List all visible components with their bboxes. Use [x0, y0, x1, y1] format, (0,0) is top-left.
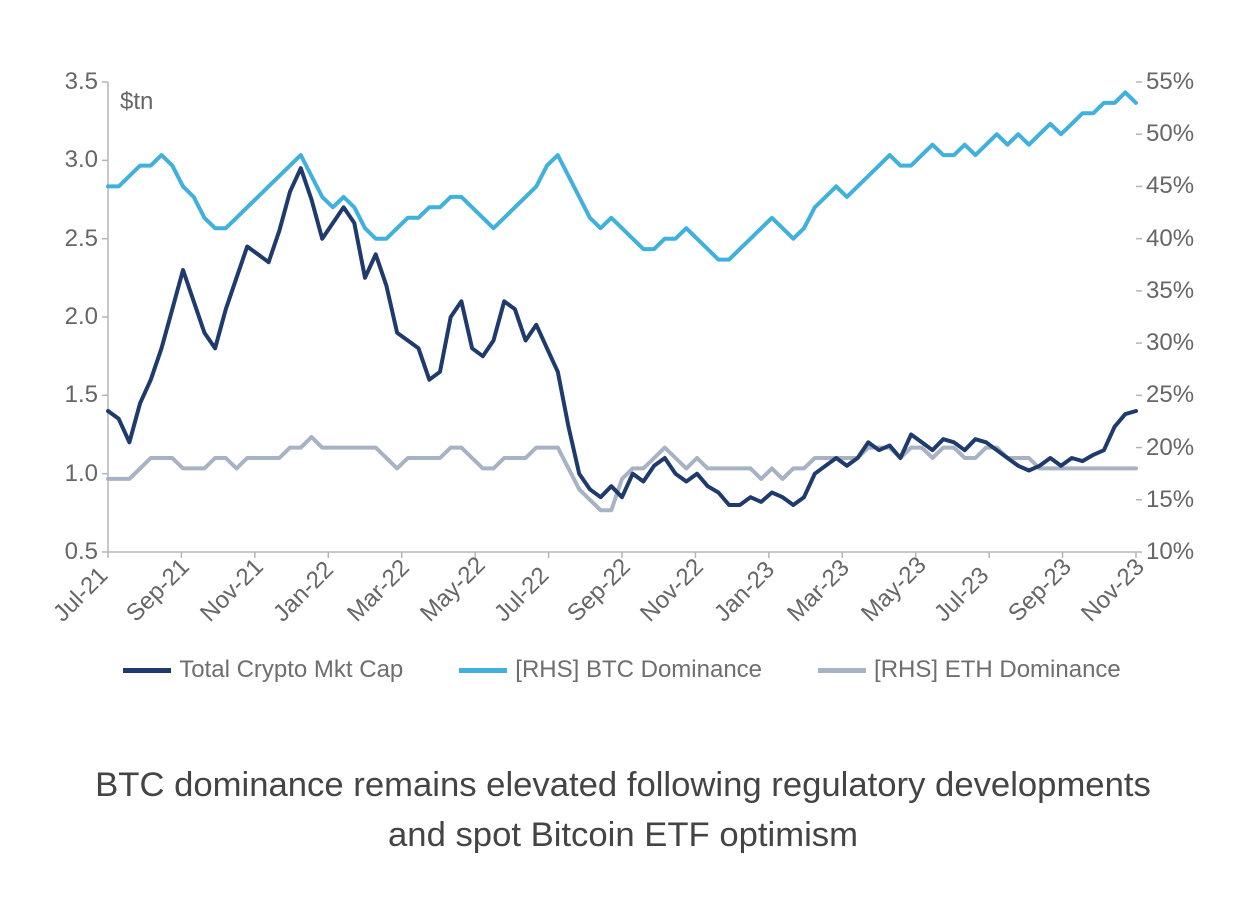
legend-label: Total Crypto Mkt Cap: [179, 656, 403, 684]
legend-label: [RHS] BTC Dominance: [515, 656, 762, 684]
legend-swatch: [123, 668, 171, 673]
series-line: [108, 437, 1136, 510]
legend-item: Total Crypto Mkt Cap: [123, 656, 403, 684]
legend-swatch: [818, 668, 866, 673]
legend: Total Crypto Mkt Cap [RHS] BTC Dominance […: [108, 656, 1136, 684]
legend-item: [RHS] BTC Dominance: [459, 656, 762, 684]
page: { "chart": { "type": "line", "unit_label…: [0, 0, 1246, 922]
line-chart: [0, 0, 1246, 582]
legend-label: [RHS] ETH Dominance: [874, 656, 1121, 684]
legend-item: [RHS] ETH Dominance: [818, 656, 1121, 684]
chart-caption: BTC dominance remains elevated following…: [80, 760, 1166, 861]
series-line: [108, 92, 1136, 259]
legend-swatch: [459, 668, 507, 673]
